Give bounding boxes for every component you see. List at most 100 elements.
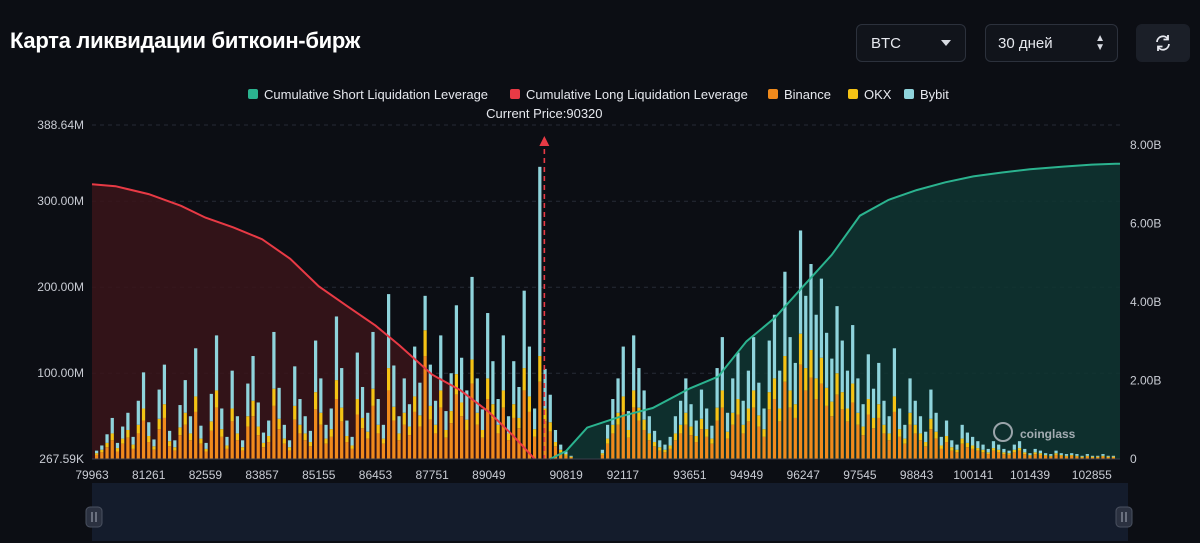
bar-segment-binance (652, 446, 657, 460)
bar-segment-okx (788, 390, 792, 408)
range-slider[interactable] (85, 483, 1133, 541)
bar-segment-binance (830, 416, 834, 460)
bar-segment-binance (121, 443, 125, 460)
bar-segment-okx (121, 438, 125, 444)
bar-segment-okx (960, 438, 964, 444)
bar-segment-binance (282, 443, 286, 460)
bar-segment-binance (986, 454, 990, 460)
bar-segment-okx (413, 396, 417, 412)
bar-segment-binance (929, 429, 933, 460)
bar-segment-binance (392, 420, 396, 460)
bar-segment-bybit (460, 357, 464, 403)
bar-segment-okx (559, 449, 563, 453)
bar-segment-okx (976, 448, 980, 451)
bar-segment-binance (480, 437, 485, 460)
bar-segment-binance (757, 426, 761, 460)
bar-segment-okx (882, 424, 886, 434)
bar-segment-okx (652, 442, 657, 447)
bar-segment-binance (871, 428, 876, 460)
bar-segment-binance (684, 424, 688, 460)
bar-segment-bybit (861, 404, 865, 427)
bar-segment-binance (918, 440, 923, 460)
bar-segment-okx (783, 356, 787, 382)
bar-segment-okx (861, 426, 865, 436)
bar-segment-binance (892, 411, 897, 460)
bar-segment-binance (553, 446, 558, 460)
bar-segment-bybit (564, 451, 568, 455)
bar-segment-binance (527, 411, 532, 460)
bar-segment-binance (235, 440, 240, 460)
bar-segment-bybit (679, 400, 683, 425)
bar-segment-binance (1070, 455, 1074, 460)
bar-segment-binance (314, 409, 318, 460)
bar-segment-binance (1064, 456, 1069, 460)
bar-segment-binance (793, 417, 797, 460)
bar-segment-bybit (908, 378, 912, 413)
bar-segment-binance (439, 407, 443, 460)
bar-segment-okx (1059, 454, 1063, 456)
bar-segment-binance (136, 433, 140, 460)
bar-segment-bybit (960, 424, 964, 439)
bar-segment-binance (241, 450, 245, 460)
coin-select[interactable]: BTC (856, 24, 966, 62)
bar-segment-binance (287, 450, 292, 460)
period-select[interactable]: 30 дней ▲ ▼ (985, 24, 1118, 62)
bar-segment-okx (877, 404, 881, 418)
bar-segment-binance (199, 443, 203, 460)
bar-segment-okx (778, 408, 782, 422)
bar-segment-bybit (668, 436, 672, 446)
bar-segment-okx (600, 453, 605, 455)
bar-segment-binance (277, 429, 281, 460)
bar-segment-binance (632, 407, 636, 460)
bar-segment-bybit (731, 378, 735, 413)
bar-segment-okx (194, 396, 198, 412)
bar-segment-okx (538, 356, 542, 382)
bar-segment-binance (423, 356, 427, 460)
bars[interactable] (95, 166, 1116, 460)
bar-segment-bybit (981, 444, 985, 450)
bar-segment-binance (178, 435, 182, 460)
bar-segment-bybit (898, 408, 902, 430)
bar-segment-bybit (480, 409, 485, 430)
bar-segment-okx (115, 448, 120, 452)
bar-segment-bybit (689, 404, 693, 427)
bar-segment-binance (673, 440, 678, 460)
bar-segment-okx (835, 373, 839, 395)
bar-segment-bybit (95, 450, 99, 454)
bar-segment-okx (731, 412, 735, 425)
cumulative-short-line (549, 162, 1120, 460)
bar-segment-binance (319, 424, 323, 460)
x-axis: 79963 81261 82559 83857 85155 86453 87751 89049… (75, 458, 1120, 482)
bar-segment-bybit (1028, 453, 1032, 455)
bar-segment-binance (944, 442, 949, 460)
bar-segment-okx (898, 429, 902, 437)
bar-segment-bybit (1002, 448, 1006, 453)
bar-segment-okx (454, 374, 459, 395)
bar-segment-binance (783, 381, 787, 460)
bar-segment-bybit (783, 271, 787, 357)
bar-segment-binance (1090, 457, 1095, 460)
bar-segment-bybit (1054, 450, 1058, 454)
bar-segment-binance (402, 424, 406, 460)
bar-segment-bybit (152, 439, 156, 447)
bar-segment-binance (157, 429, 161, 460)
bar-segment-okx (506, 433, 511, 441)
bar-segment-bybit (642, 390, 646, 420)
bar-segment-bybit (319, 378, 323, 413)
bar-segment-binance (814, 399, 818, 460)
bar-segment-binance (334, 399, 339, 460)
bar-segment-binance (548, 431, 552, 460)
x-tick-label: 83857 (245, 468, 279, 482)
bar-segment-bybit (381, 424, 386, 439)
x-tick-label: 102855 (1072, 468, 1112, 482)
bar-segment-okx (679, 424, 683, 434)
chart-legend[interactable]: Cumulative Short Liquidation Leverage Cum… (248, 87, 949, 102)
bar-segment-bybit (512, 361, 516, 405)
bar-segment-binance (366, 438, 370, 460)
bar-segment-okx (433, 424, 438, 434)
bar-segment-binance (413, 411, 417, 460)
bar-segment-bybit (1101, 454, 1105, 456)
bar-segment-binance (506, 440, 511, 460)
bar-segment-okx (1096, 456, 1100, 458)
refresh-button[interactable] (1136, 24, 1190, 62)
